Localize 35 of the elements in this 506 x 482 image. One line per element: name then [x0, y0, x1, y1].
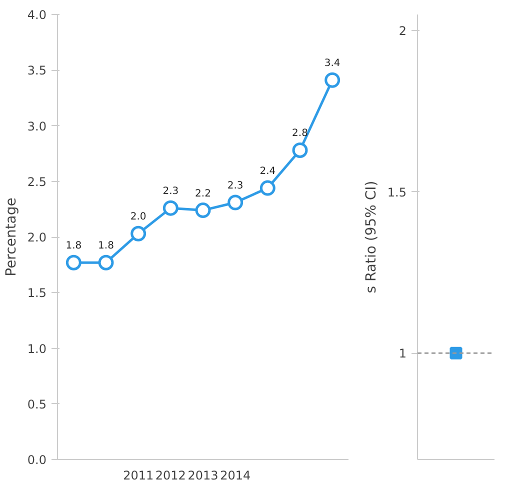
- x-tick-label: 2014: [220, 468, 251, 482]
- data-label: 2.4: [260, 166, 276, 178]
- x-tick-label: 2011: [123, 468, 154, 482]
- y-tick-label: 2.0: [27, 230, 47, 244]
- data-label: 2.2: [195, 188, 211, 200]
- x-tick-label: 2012: [155, 468, 186, 482]
- point: [324, 72, 340, 88]
- point: [130, 226, 146, 242]
- point: [162, 200, 178, 216]
- data-label: 2.3: [227, 180, 244, 192]
- data-label: 1.8: [66, 240, 82, 252]
- y-tick-label: 1.5: [27, 286, 47, 300]
- point: [195, 202, 211, 218]
- y-tick-label: 4.0: [27, 8, 47, 22]
- point: [292, 142, 308, 158]
- y-tick-label: 2: [398, 24, 407, 38]
- y-axis-title: s Ratio (95% CI): [363, 180, 380, 294]
- y-tick-label: 1: [398, 346, 407, 361]
- data-label: 1.8: [98, 240, 114, 252]
- y-tick-label: 1.5: [387, 185, 407, 200]
- y-tick-label: 2.5: [27, 174, 47, 189]
- y-tick-label: 0.5: [27, 397, 47, 412]
- y-tick-label: 3.5: [27, 64, 47, 78]
- y-tick-label: 1.0: [27, 342, 47, 356]
- point: [260, 180, 276, 196]
- data-label: 2.3: [162, 186, 179, 198]
- point: [66, 254, 82, 270]
- y-tick-label: 0.0: [27, 453, 47, 467]
- y-axis-title: Percentage: [3, 198, 20, 276]
- data-label: 3.4: [324, 58, 340, 70]
- point: [228, 194, 244, 210]
- point: [98, 254, 114, 270]
- y-tick-label: 3.0: [27, 119, 47, 134]
- data-label: 2.0: [130, 212, 146, 223]
- x-tick-label: 2013: [188, 468, 218, 482]
